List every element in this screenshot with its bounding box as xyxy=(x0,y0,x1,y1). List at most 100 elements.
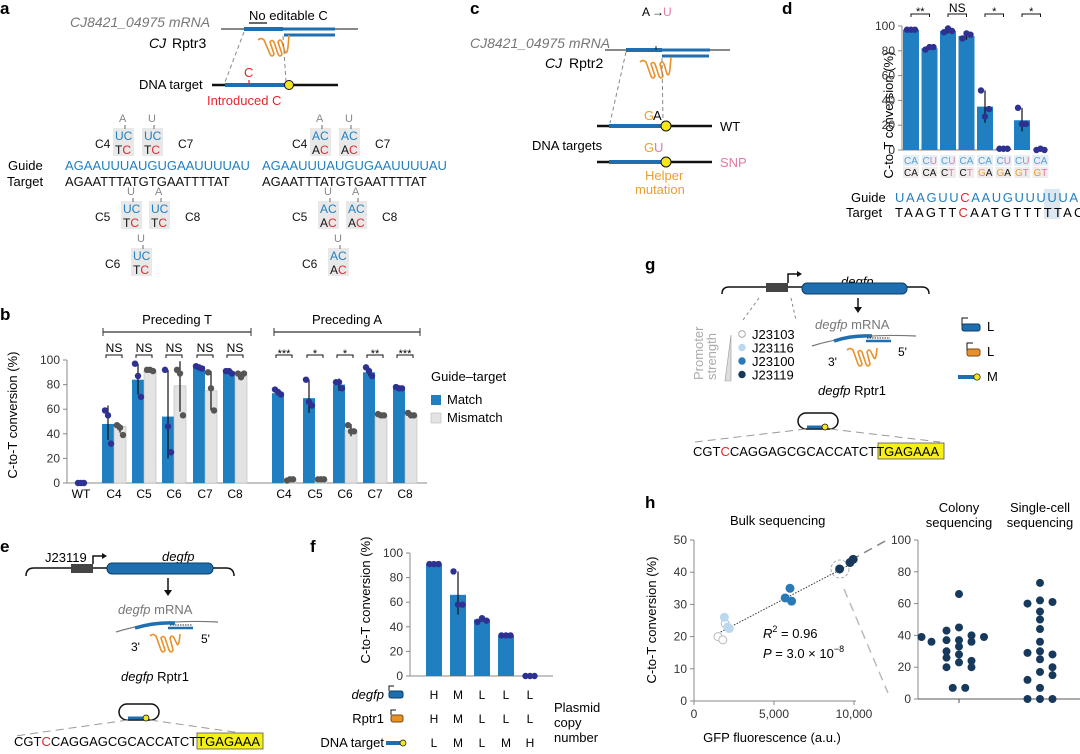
variant-guide: UC xyxy=(133,249,151,263)
rptr-label: Rptr3 xyxy=(172,35,206,51)
data-point xyxy=(240,370,248,377)
promoter-dot-icon xyxy=(738,330,746,338)
variant-position-label: C8 xyxy=(185,210,201,224)
bar-mismatch xyxy=(143,370,157,484)
significance-bracket xyxy=(366,354,384,358)
scatter-point xyxy=(942,653,951,662)
significance-bracket xyxy=(196,354,214,358)
x-tick-label: C8 xyxy=(397,487,413,501)
category-guide-bg xyxy=(977,155,993,166)
data-point xyxy=(344,421,352,429)
promoter-arrowhead-g xyxy=(797,271,802,277)
variant-box xyxy=(346,201,367,229)
panel-e: e J23119 degfp degfp mRNA 3' 5' degfp Rp… xyxy=(0,537,264,750)
category-target: GT xyxy=(1034,168,1048,179)
variant-top-base: A xyxy=(316,113,324,125)
data-point xyxy=(137,393,145,401)
x-tick-label: C4 xyxy=(106,487,122,501)
significance-bracket xyxy=(947,13,967,17)
data-point xyxy=(967,31,974,38)
data-point xyxy=(338,385,346,392)
x-tick-label: C8 xyxy=(227,487,243,501)
variant-box xyxy=(131,248,152,276)
category-guide-bg xyxy=(1032,155,1049,166)
x-tick-label: WT xyxy=(72,487,91,501)
guide-seq-c: C xyxy=(960,190,971,205)
row-label: DNA target xyxy=(320,735,384,750)
data-point xyxy=(149,367,157,375)
significance-bracket xyxy=(105,354,123,358)
plasmid-icon-e xyxy=(118,703,160,721)
category-target-bg xyxy=(940,167,956,178)
y-tick-label: 30 xyxy=(674,597,688,611)
panel-label-b: b xyxy=(0,305,10,324)
category-target-base: A xyxy=(911,168,918,179)
promoter-box-e xyxy=(71,564,93,573)
zoom-circle xyxy=(830,559,850,579)
promoter-dash-right xyxy=(790,297,797,321)
category-guide-bg xyxy=(940,155,956,166)
variant-box xyxy=(113,128,134,156)
category-guide-bg xyxy=(995,155,1012,166)
category-guide-bg xyxy=(958,155,975,166)
variant-position-label: C6 xyxy=(302,257,318,271)
scatter-point xyxy=(955,636,963,645)
variant-top-base: U xyxy=(324,186,332,198)
data-point xyxy=(308,402,316,409)
significance-label: NS xyxy=(136,341,153,355)
plasmid-pam-g xyxy=(821,423,829,431)
copy-number-value: M xyxy=(453,712,463,726)
variant-box xyxy=(149,201,170,229)
variant-top-base: U xyxy=(127,186,135,198)
bar xyxy=(903,29,919,150)
scatter-point xyxy=(1036,695,1044,703)
data-point xyxy=(531,672,538,680)
variant-box xyxy=(121,201,142,229)
colony-title-1: Colony xyxy=(939,500,980,515)
y-tick-label: 20 xyxy=(674,630,688,644)
data-point xyxy=(1014,104,1022,112)
significance-label: * xyxy=(992,6,997,18)
dna-target-label: DNA target xyxy=(139,77,203,92)
data-point xyxy=(483,617,490,624)
variant-target-c: C xyxy=(158,216,167,230)
row-label: Rptr1 xyxy=(352,711,384,726)
variant-target-c: C xyxy=(349,143,358,157)
scatter-point xyxy=(980,632,988,641)
rptr-gene-label-c: CJ xyxy=(545,55,563,71)
variant-target-a: T xyxy=(123,216,131,230)
copy-number-value: M xyxy=(453,736,463,750)
variant-target-c: C xyxy=(320,143,329,157)
legend-swatch-match xyxy=(431,395,441,405)
pam-dot-icon-snp xyxy=(660,156,672,168)
x-tick-label: C7 xyxy=(367,487,383,501)
scatter-point xyxy=(967,631,976,640)
promoter-arrow-icon xyxy=(966,342,973,351)
rptr-word-e: Rptr1 xyxy=(157,669,189,684)
wt-label: WT xyxy=(720,119,740,134)
scatter-point xyxy=(1048,671,1057,680)
panel-b: b C-to-T conversion (%) Guide–target Mat… xyxy=(0,305,507,501)
variant-guide: UC xyxy=(123,202,141,216)
category-guide-base: U xyxy=(1004,156,1011,167)
y-axis-label-f: C-to-T conversion (%) xyxy=(358,537,373,664)
rptr-word-g: Rptr1 xyxy=(854,383,886,398)
copy-number-value: M xyxy=(453,688,463,702)
significance-label: * xyxy=(343,348,348,360)
variant-position-label: C8 xyxy=(382,210,398,224)
data-point xyxy=(107,440,115,447)
dna-targets-label: DNA targets xyxy=(532,138,603,153)
plasmid-icon-g xyxy=(797,412,839,430)
data-point xyxy=(335,378,343,386)
pam-dot-icon xyxy=(399,739,407,747)
copy-number-value: L xyxy=(479,736,486,750)
data-point xyxy=(498,632,505,639)
highlight-box-e xyxy=(196,732,264,750)
significance-bracket xyxy=(275,354,293,358)
copy-number-legend-level: L xyxy=(987,344,994,359)
sequence-e: CGTCCAGGAGCGCACCATCTTGAGAAA xyxy=(14,734,260,749)
bar-match xyxy=(272,393,284,483)
x-tick-label: 0 xyxy=(691,707,698,721)
category-target-base: T xyxy=(967,168,973,179)
scatter-point xyxy=(1036,625,1044,634)
